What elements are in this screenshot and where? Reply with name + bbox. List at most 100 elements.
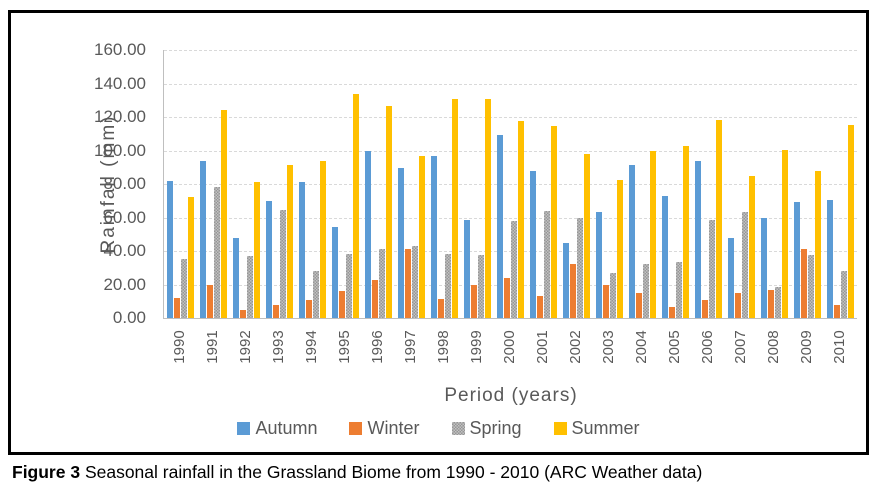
figure-caption-text: Seasonal rainfall in the Grassland Biome… xyxy=(80,462,703,482)
bar-summer-2000 xyxy=(517,121,524,318)
legend-swatch-summer xyxy=(553,422,567,435)
x-tick-label-2001: 2001 xyxy=(533,330,551,364)
gridline-120.00 xyxy=(164,117,857,118)
bar-winter-1998 xyxy=(437,298,445,318)
bar-spring-2003 xyxy=(609,272,617,318)
bar-autumn-1990 xyxy=(167,180,174,318)
bar-spring-2007 xyxy=(741,212,749,318)
bar-spring-2001 xyxy=(543,210,551,318)
bar-winter-2003 xyxy=(602,284,610,318)
bar-summer-2003 xyxy=(616,179,623,318)
bar-spring-2002 xyxy=(576,218,584,318)
bar-winter-1993 xyxy=(272,304,280,318)
bar-winter-2007 xyxy=(734,292,742,318)
y-tick-label-20.00: 20.00 xyxy=(103,274,146,294)
gridline-40.00 xyxy=(164,251,857,252)
bar-summer-2007 xyxy=(748,176,755,318)
bar-winter-2006 xyxy=(701,300,709,318)
y-tick-label-100.00: 100.00 xyxy=(94,140,146,160)
bar-autumn-2005 xyxy=(662,195,669,318)
bar-autumn-2006 xyxy=(695,161,702,318)
x-tick-label-1995: 1995 xyxy=(335,330,353,364)
x-tick-label-2003: 2003 xyxy=(599,330,617,364)
x-tick-label-1990: 1990 xyxy=(170,330,188,364)
x-tick-label-2010: 2010 xyxy=(830,330,848,364)
bar-autumn-2010 xyxy=(827,199,834,318)
bar-autumn-1991 xyxy=(200,160,207,318)
plot-area xyxy=(163,50,857,319)
legend-item-winter: Winter xyxy=(349,418,420,439)
bar-autumn-1995 xyxy=(332,226,339,318)
bar-autumn-2002 xyxy=(563,243,570,318)
bar-winter-1996 xyxy=(371,280,379,318)
bar-autumn-1993 xyxy=(266,200,273,318)
x-tick-label-1991: 1991 xyxy=(203,330,221,364)
legend-label-summer: Summer xyxy=(571,418,640,438)
bar-winter-1999 xyxy=(470,284,478,318)
bar-autumn-2007 xyxy=(728,237,735,318)
bar-spring-1995 xyxy=(345,253,353,318)
x-tick-label-1994: 1994 xyxy=(302,330,320,364)
bar-autumn-2008 xyxy=(761,218,768,318)
y-tick-label-40.00: 40.00 xyxy=(103,241,146,260)
bar-summer-1992 xyxy=(253,182,260,318)
x-tick-label-1993: 1993 xyxy=(269,330,287,364)
bar-summer-1990 xyxy=(187,197,194,318)
x-tick-label-1992: 1992 xyxy=(236,330,254,364)
y-tick-label-0.00: 0.00 xyxy=(112,308,146,327)
x-tick-label-2002: 2002 xyxy=(566,330,584,364)
x-tick-label-1999: 1999 xyxy=(467,330,485,364)
x-tick-label-2000: 2000 xyxy=(500,330,518,364)
bar-winter-2010 xyxy=(833,305,841,318)
legend-label-winter: Winter xyxy=(367,418,420,438)
bar-summer-2001 xyxy=(550,126,557,318)
gridline-20.00 xyxy=(164,284,857,286)
bar-summer-1991 xyxy=(220,110,227,318)
bar-spring-2009 xyxy=(807,255,815,318)
bar-autumn-2001 xyxy=(530,171,537,318)
bar-spring-1998 xyxy=(444,253,452,318)
bar-spring-1990 xyxy=(180,259,188,318)
figure-caption: Figure 3 Seasonal rainfall in the Grassl… xyxy=(12,462,872,483)
legend-item-autumn: Autumn xyxy=(237,418,317,439)
legend-item-summer: Summer xyxy=(553,418,640,439)
bar-spring-1994 xyxy=(312,271,320,318)
bar-summer-2006 xyxy=(715,119,722,318)
x-tick-label-1997: 1997 xyxy=(401,330,419,364)
gridline-140.00 xyxy=(164,83,857,85)
bar-winter-2005 xyxy=(668,307,676,318)
legend-swatch-winter xyxy=(349,422,363,435)
bar-autumn-2000 xyxy=(497,135,504,318)
bar-summer-2005 xyxy=(682,146,689,318)
x-axis-title: Period (years) xyxy=(444,385,578,406)
bar-summer-2002 xyxy=(583,153,590,318)
x-tick-label-2006: 2006 xyxy=(698,330,716,364)
bar-summer-1995 xyxy=(352,93,359,318)
bar-summer-2009 xyxy=(814,170,821,318)
bar-winter-2008 xyxy=(767,289,775,318)
bar-autumn-1998 xyxy=(431,155,438,318)
bar-spring-2006 xyxy=(708,220,716,318)
bar-spring-1993 xyxy=(279,209,287,318)
x-tick-label-2005: 2005 xyxy=(665,330,683,364)
legend-swatch-spring xyxy=(451,422,465,435)
bar-autumn-2009 xyxy=(794,201,801,318)
bar-summer-2004 xyxy=(649,150,656,318)
legend: Autumn Winter Spring Summer xyxy=(11,418,866,439)
bar-winter-2001 xyxy=(536,296,544,318)
gridline-100.00 xyxy=(164,150,857,152)
x-tick-label-2004: 2004 xyxy=(632,330,650,364)
x-tick-label-2008: 2008 xyxy=(764,330,782,364)
bar-winter-1997 xyxy=(404,249,412,318)
bar-spring-1999 xyxy=(477,255,485,318)
bar-winter-2004 xyxy=(635,292,643,318)
gridline-60.00 xyxy=(164,217,857,219)
x-tick-label-1998: 1998 xyxy=(434,330,452,364)
figure-caption-label: Figure 3 xyxy=(12,462,81,482)
bar-autumn-1997 xyxy=(398,168,405,318)
bar-winter-2000 xyxy=(503,277,511,318)
bar-spring-2004 xyxy=(642,263,650,318)
gridline-80.00 xyxy=(164,184,857,185)
bar-spring-2005 xyxy=(675,261,683,318)
bar-spring-2008 xyxy=(774,287,782,318)
